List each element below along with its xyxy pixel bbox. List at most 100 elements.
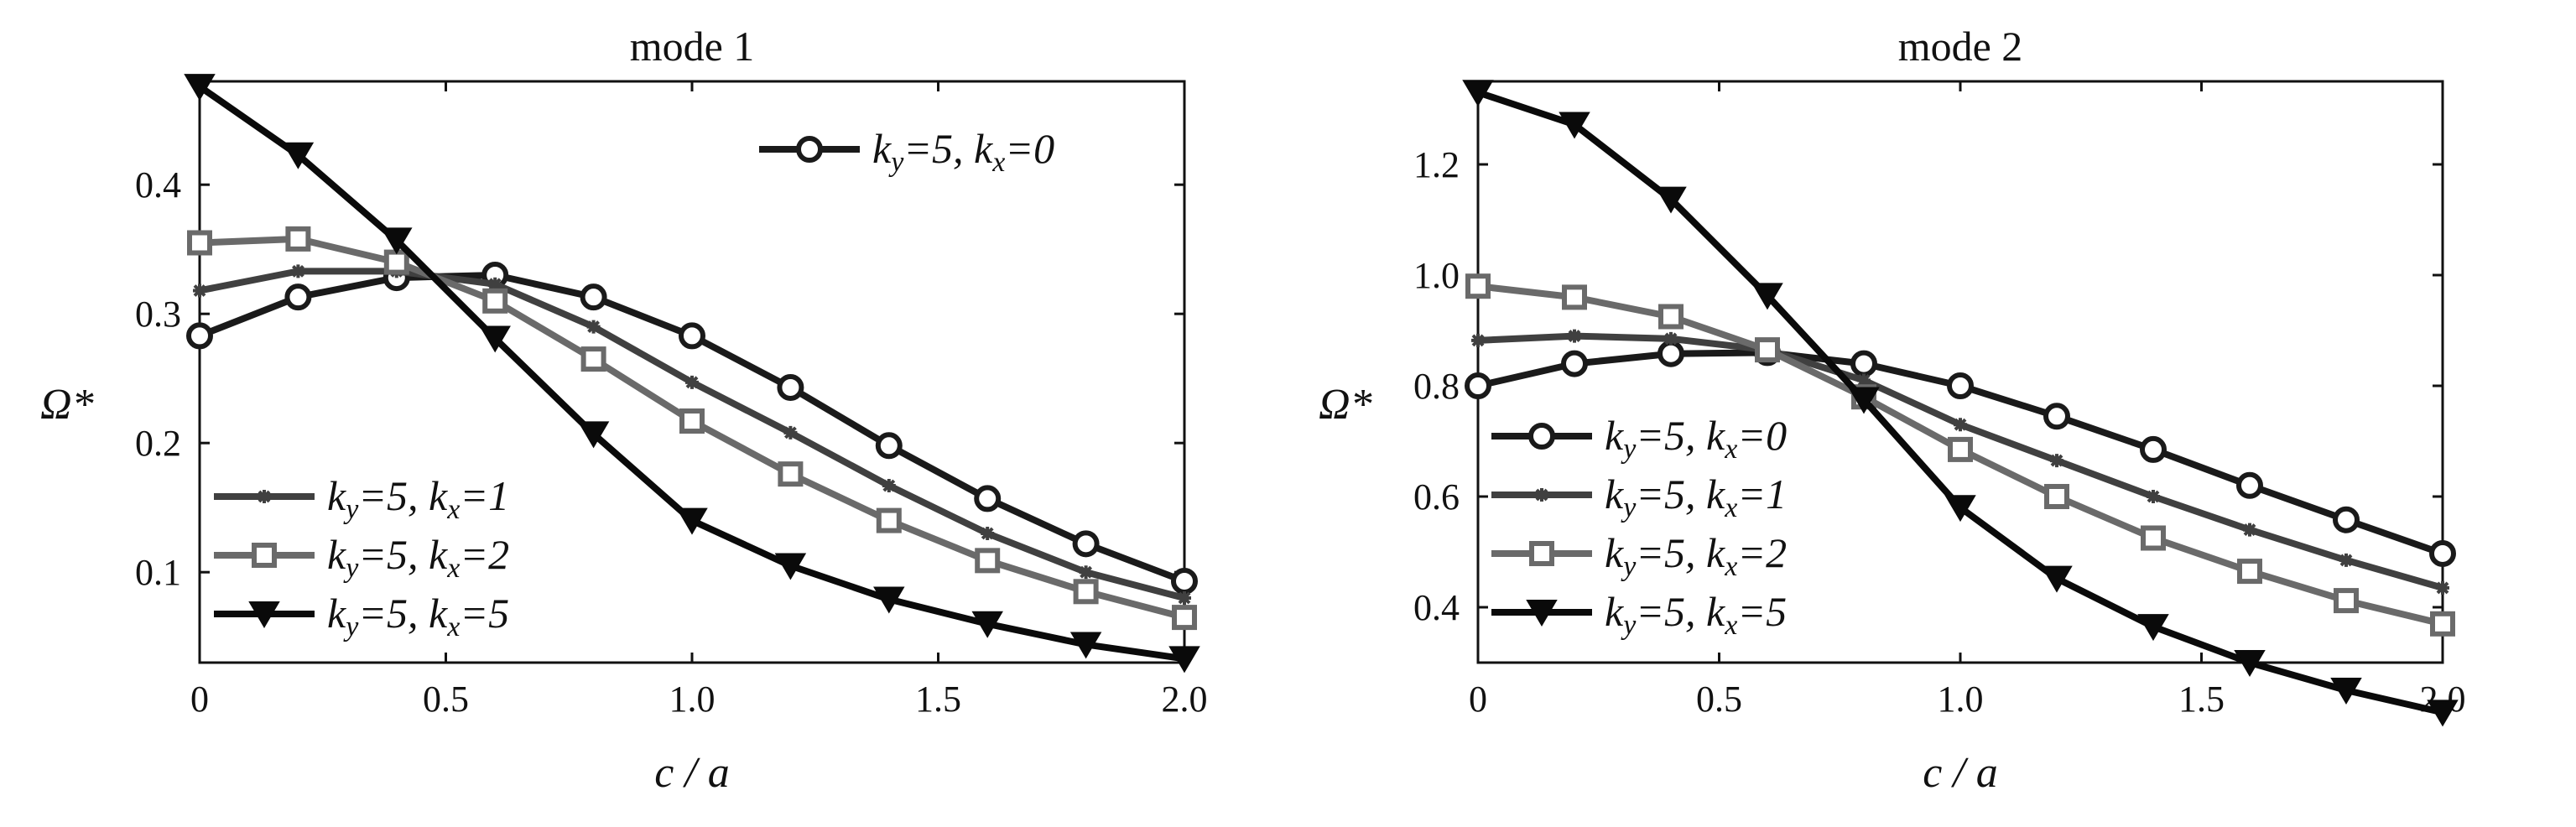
legend-label-part: k (1706, 471, 1725, 518)
data-point (2429, 539, 2456, 567)
data-point-shape (1755, 337, 1780, 363)
legend-marker (1535, 488, 1548, 502)
data-point-shape (1559, 112, 1590, 139)
data-point (2339, 553, 2353, 567)
legend-label-part: x (1724, 551, 1737, 582)
legend-marker (258, 490, 271, 503)
y-tick-label: 1.0 (1413, 255, 1460, 296)
legend-label-part: x (1724, 434, 1737, 465)
data-point-shape (2234, 650, 2266, 677)
legend: ky=5, kx=1ky=5, kx=2ky=5, kx=5 (214, 472, 509, 642)
data-point-shape (1655, 186, 1687, 214)
data-point (577, 421, 610, 449)
data-point-shape (488, 277, 502, 291)
data-point-shape (383, 249, 409, 275)
data-point-shape (291, 264, 305, 278)
data-point-shape (2236, 471, 2263, 499)
data-point-shape (2147, 490, 2160, 503)
data-point (1848, 387, 1880, 414)
data-point (580, 346, 606, 372)
y-tick-label: 0.6 (1413, 476, 1460, 518)
data-point-shape (774, 553, 807, 580)
legend-marker-shape (248, 601, 280, 628)
data-point (1755, 337, 1780, 363)
data-point (2436, 580, 2449, 595)
data-point (2043, 403, 2070, 430)
series-2 (187, 226, 1197, 631)
legend-label: ky=5, kx=5 (1605, 588, 1787, 641)
legend-label-part: y (1621, 610, 1637, 641)
chart-title: mode 2 (1898, 23, 2023, 70)
legend-label-part: =5, (1636, 471, 1706, 518)
x-tick-label: 0.5 (423, 679, 469, 720)
data-point (875, 432, 903, 460)
legend-marker-shape (796, 136, 823, 163)
data-point (282, 142, 315, 169)
x-axis-label: c / a (1923, 749, 1998, 797)
data-point (186, 322, 213, 350)
legend-label-part: k (1706, 412, 1725, 459)
legend-marker-shape (1526, 600, 1558, 627)
legend-label-part: k (1605, 471, 1624, 518)
data-point-shape (285, 226, 311, 252)
x-tick-label: 1.0 (669, 679, 716, 720)
data-point-shape (1848, 387, 1880, 414)
data-point (777, 373, 804, 401)
legend-entry: ky=5, kx=5 (1491, 588, 1787, 641)
legend-label-part: x (1724, 610, 1737, 641)
legend-label-part: =2 (460, 531, 509, 578)
data-point (1471, 333, 1485, 347)
legend-label-part: y (1621, 551, 1637, 582)
data-point-shape (184, 74, 216, 101)
data-point (285, 226, 311, 252)
legend-label-part: y (1621, 492, 1637, 523)
series-3 (184, 74, 1200, 674)
data-point (2234, 650, 2266, 677)
data-point-shape (284, 283, 312, 311)
data-point (2041, 565, 2073, 593)
data-point-shape (1172, 605, 1197, 631)
data-point (187, 230, 212, 256)
legend-label-part: =1 (1737, 471, 1787, 518)
legend-label-part: k (1605, 529, 1624, 576)
data-point-shape (187, 230, 212, 256)
legend-label-part: =1 (460, 472, 509, 519)
y-tick-label: 0.3 (135, 294, 181, 335)
data-point-shape (783, 425, 798, 440)
series-line (199, 268, 1186, 601)
x-tick-label: 0 (1469, 679, 1487, 720)
data-point (1079, 565, 1093, 580)
data-point (1657, 340, 1684, 367)
series-0 (186, 262, 1198, 595)
legend-label-part: =0 (1005, 125, 1054, 172)
data-point (1954, 418, 1967, 432)
data-point (586, 320, 601, 334)
legend: ky=5, kx=0ky=5, kx=1ky=5, kx=2ky=5, kx=5 (1491, 412, 1787, 641)
data-point (975, 548, 1001, 574)
data-point-shape (2043, 403, 2070, 430)
data-point-shape (2330, 678, 2362, 705)
legend-entry: ky=5, kx=1 (1491, 471, 1787, 523)
data-point-shape (685, 375, 699, 389)
data-point (193, 283, 206, 298)
legend-label-part: k (327, 531, 346, 578)
x-tick-label: 0.5 (1696, 679, 1742, 720)
legend-label-part: =5, (1636, 412, 1706, 459)
data-point-shape (2333, 506, 2360, 533)
data-point-shape (981, 527, 995, 540)
data-point-shape (2140, 435, 2167, 463)
legend-marker-shape (1528, 423, 1555, 450)
legend-label: ky=5, kx=2 (327, 531, 509, 584)
data-point (974, 485, 1002, 512)
data-point-shape (679, 322, 705, 350)
data-point (479, 325, 511, 353)
data-point (1562, 284, 1587, 310)
data-point (1465, 273, 1491, 299)
legend-label-part: k (429, 472, 448, 519)
data-point-shape (186, 322, 213, 350)
y-tick-label: 1.2 (1413, 144, 1460, 185)
data-point (2050, 454, 2063, 468)
legend-label-part: =5, (358, 531, 429, 578)
legend-marker (1526, 600, 1558, 627)
